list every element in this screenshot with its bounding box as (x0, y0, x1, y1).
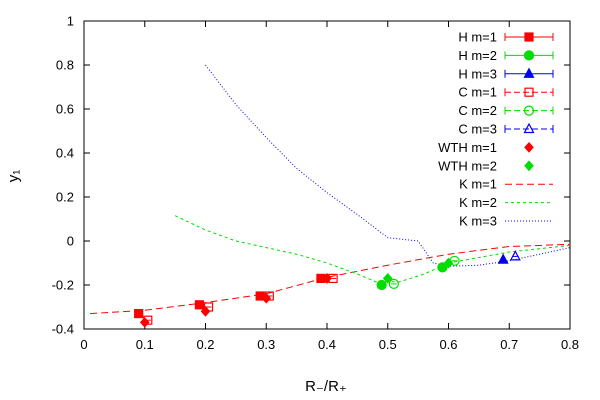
series-h-m-2-point (437, 262, 448, 273)
y-tick-label: 0.6 (56, 102, 74, 117)
y-tick-label: 0 (67, 234, 74, 249)
series-wth-m-1-point (139, 316, 150, 328)
x-tick-label: 0.1 (136, 337, 154, 352)
x-tick-label: 0.2 (196, 337, 214, 352)
y-tick-label: 1 (67, 14, 74, 29)
x-tick-label: 0.7 (500, 337, 518, 352)
legend-label-wth-m-2: WTH m=2 (438, 158, 497, 173)
legend-marker-h-m-1 (524, 32, 534, 42)
legend-label-k-m-1: K m=1 (459, 177, 497, 192)
legend-marker-wth-m-2 (524, 160, 534, 172)
series-c-m-2-point (388, 278, 399, 289)
legend-label-c-m-2: C m=2 (458, 103, 497, 118)
series-k-m-3-line (205, 64, 571, 267)
y-tick-label: -0.2 (52, 278, 74, 293)
series-h-m-3-point (497, 253, 509, 264)
legend-label-c-m-1: C m=1 (458, 85, 497, 100)
y-tick-label: 0.2 (56, 190, 74, 205)
y-tick-label: -0.4 (52, 322, 74, 337)
series-wth-m-1-point (200, 305, 211, 317)
legend-label-k-m-3: K m=3 (459, 214, 497, 229)
legend-marker-c-m-3 (523, 122, 535, 134)
legend-marker-h-m-2 (523, 50, 535, 61)
y-axis-label: y₁ (5, 170, 22, 183)
series-c-m-3-point (509, 250, 521, 261)
series-h-m-1-point (134, 309, 144, 319)
y-tick-label: 0.8 (56, 58, 74, 73)
legend-marker-c-m-1 (524, 87, 534, 97)
x-axis-label: R₋/R₊ (305, 378, 347, 395)
model-lines (90, 64, 571, 315)
series-wth-m-1-point (261, 292, 272, 304)
legend-label-c-m-3: C m=3 (458, 122, 497, 137)
axis-ticks: 0 0.1 0.2 0.3 0.4 0.5 0.6 0.7 0.8 -0.4 -0.2 0 0.2 0.4… (52, 14, 579, 353)
series-k-m-2-line (174, 215, 571, 283)
legend-label-h-m-1: H m=1 (458, 30, 497, 45)
x-tick-label: 0.6 (439, 337, 457, 352)
legend-label-k-m-2: K m=2 (459, 195, 497, 210)
series-wth-m-2-point (443, 257, 454, 269)
x-tick-label: 0 (80, 337, 87, 352)
series-wth-m-2-point (382, 272, 393, 284)
legend-marker-h-m-3 (523, 67, 535, 78)
legend-label-wth-m-1: WTH m=1 (438, 140, 497, 155)
x-tick-label: 0.8 (561, 337, 579, 352)
legend-label-h-m-2: H m=2 (458, 48, 497, 63)
data-markers (134, 250, 521, 328)
legend-marker-c-m-2 (523, 105, 535, 116)
series-h-m-1-point (194, 300, 205, 310)
series-h-m-2-point (376, 279, 387, 291)
x-tick-label: 0.4 (318, 337, 336, 352)
legend-marker-wth-m-1 (524, 141, 534, 153)
legend: H m=1 H m=2 H m=3 C m=1 C m=2 C m=3 WTH m=1 WTH… (438, 30, 554, 229)
series-wth-m-1-point (322, 272, 332, 284)
x-tick-label: 0.5 (379, 337, 397, 352)
y-tick-label: 0.4 (56, 146, 74, 161)
x-tick-label: 0.3 (257, 337, 275, 352)
legend-label-h-m-3: H m=3 (458, 66, 497, 81)
